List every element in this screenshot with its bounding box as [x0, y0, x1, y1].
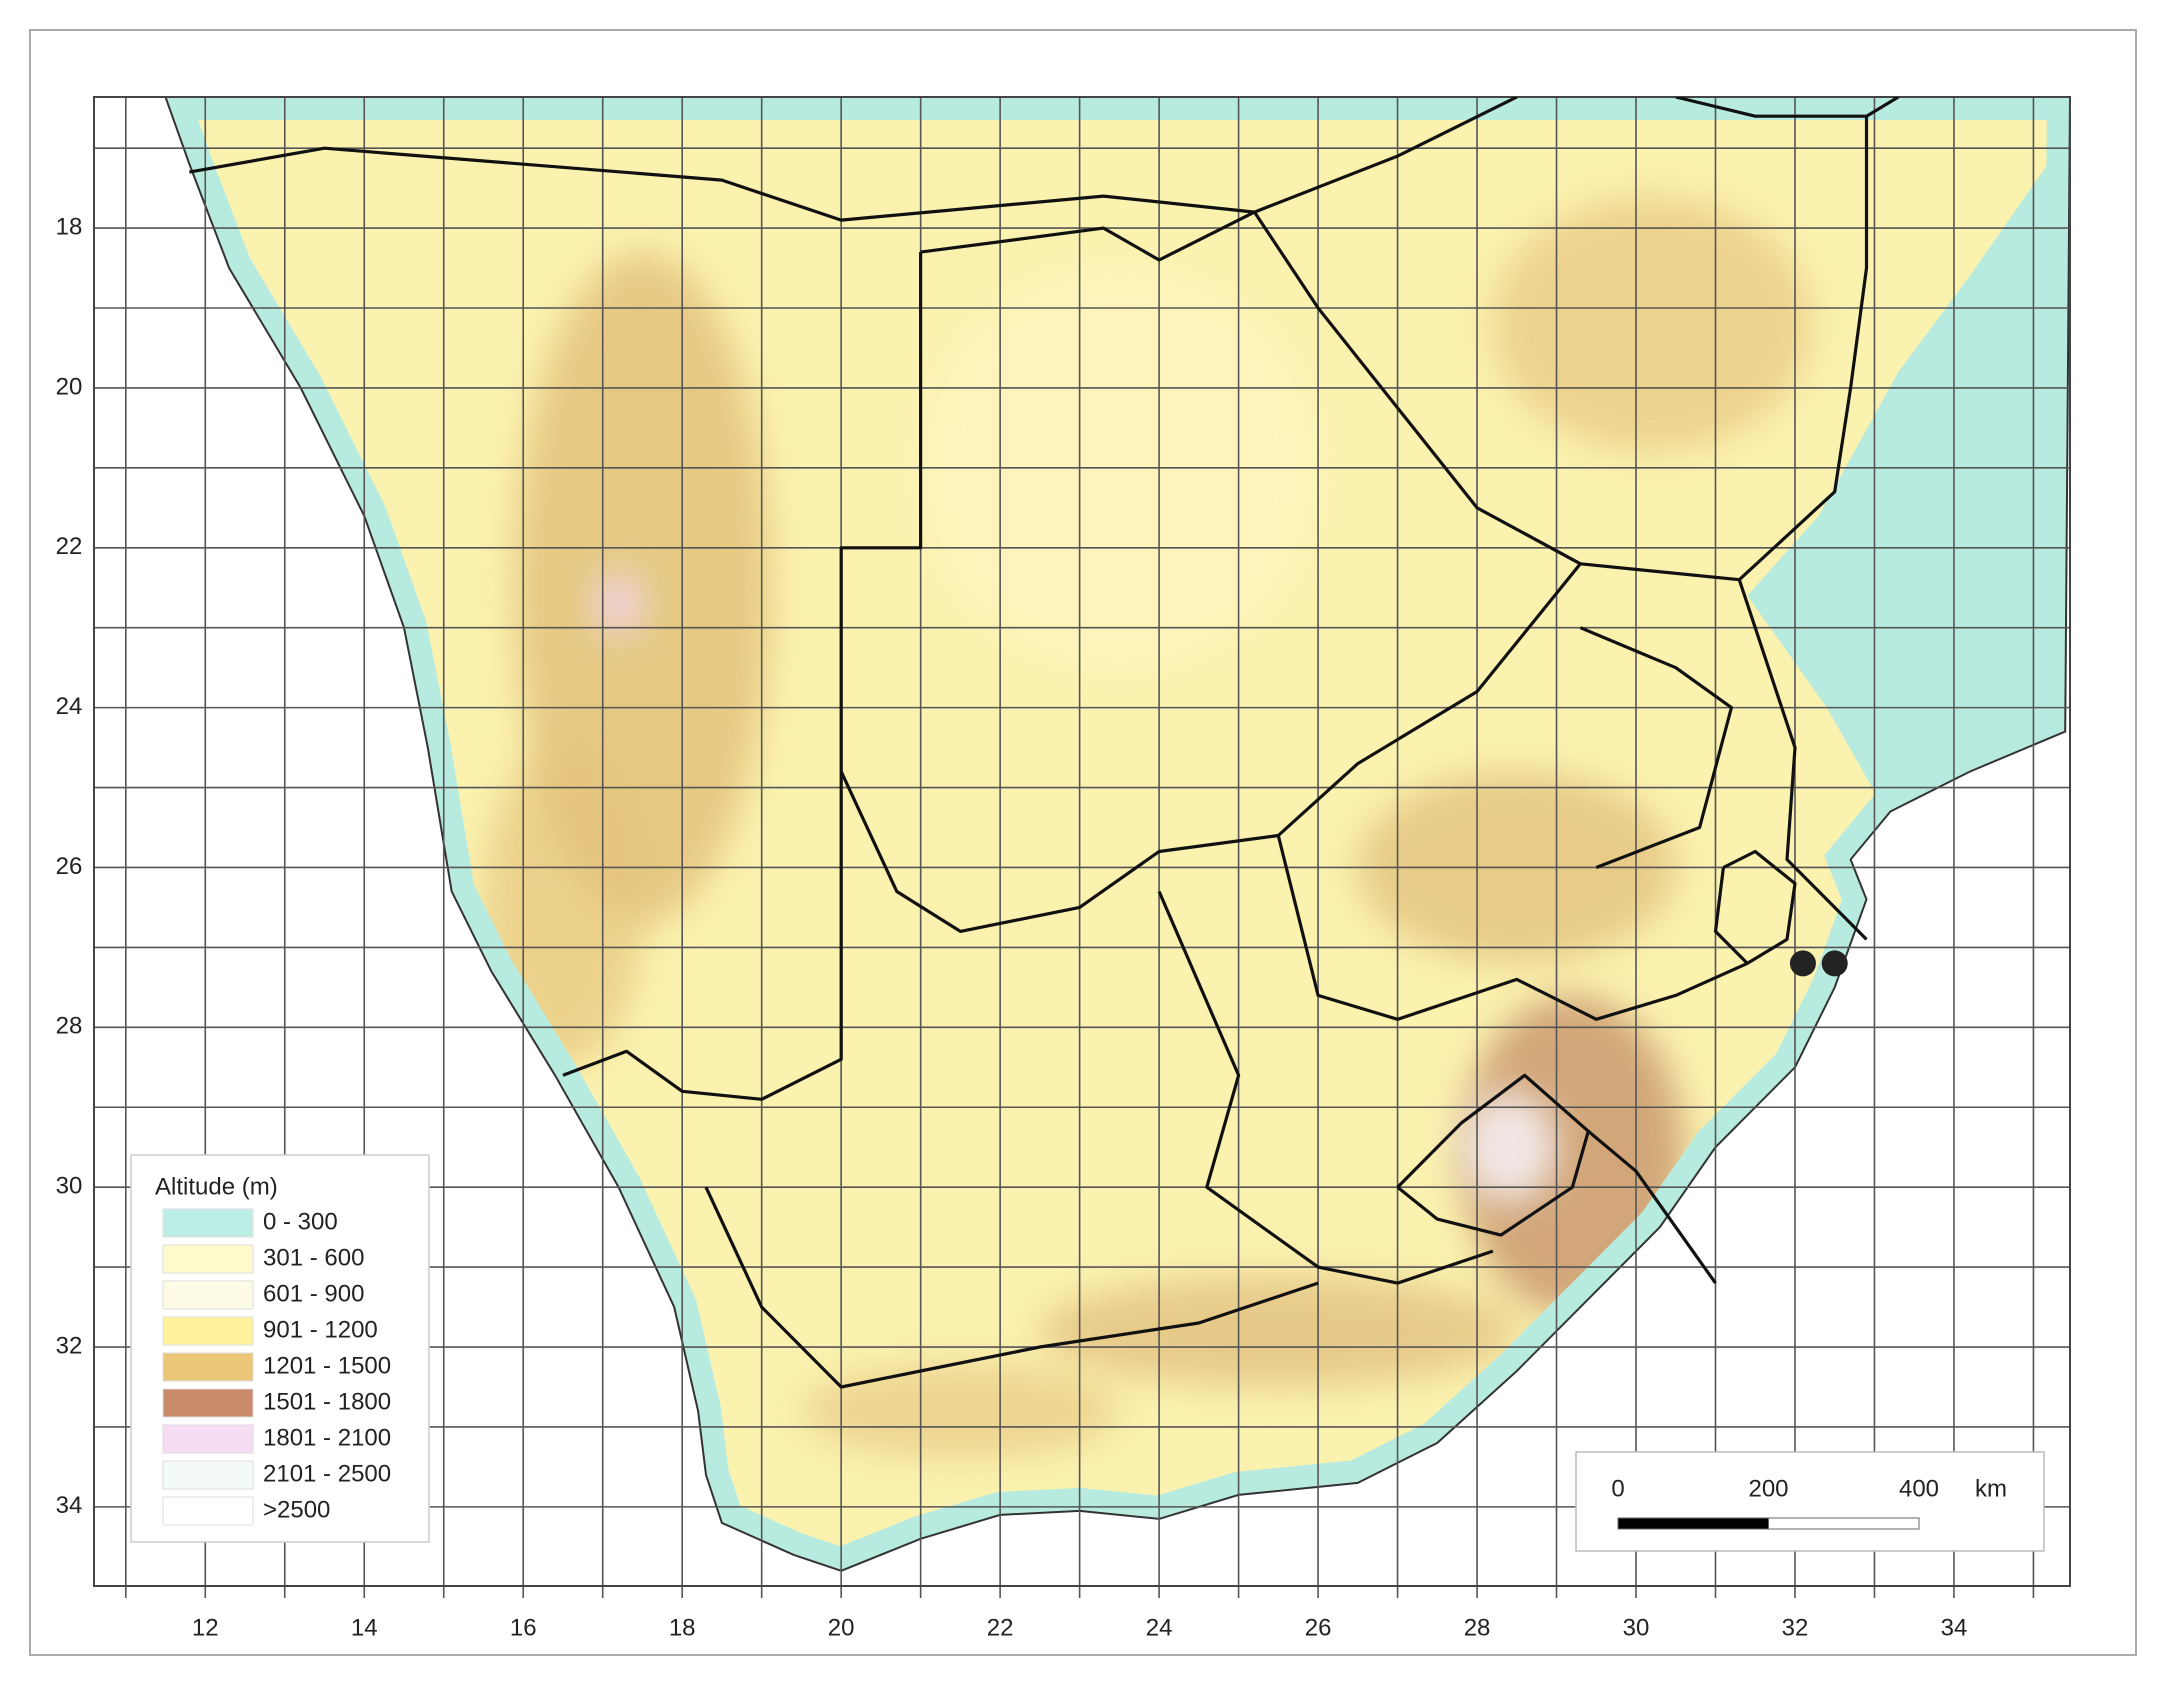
mozambique-plain [1747, 132, 2070, 820]
legend-label: 1501 - 1800 [263, 1388, 391, 1415]
relief-patch [1491, 195, 1812, 452]
border [1157, 890, 1494, 1285]
scale-bar: km 0 200 400 [1575, 1451, 2045, 1552]
border [1587, 1129, 1717, 1285]
y-tick-label: 34 [56, 1492, 83, 1519]
relief-patch [800, 1362, 1121, 1459]
border [839, 562, 1582, 933]
scale-box [1575, 1451, 2045, 1552]
y-tick-label: 20 [56, 373, 83, 400]
x-tick-label: 34 [1941, 1614, 1968, 1641]
scale-label: 0 [1611, 1475, 1624, 1502]
y-tick-label: 24 [56, 693, 83, 720]
border [189, 146, 1255, 222]
x-tick-label: 32 [1782, 1614, 1809, 1641]
graticule [93, 96, 2071, 1598]
legend-label: >2500 [263, 1496, 330, 1523]
scale-unit: km [1975, 1475, 2007, 1502]
x-tick-label: 16 [510, 1614, 537, 1641]
legend-label: 0 - 300 [263, 1208, 338, 1235]
scale-segment [1617, 1517, 1769, 1530]
legend-swatch [162, 1208, 254, 1238]
border [1737, 579, 1868, 941]
legend-swatch [162, 1424, 254, 1454]
relief-patch [482, 747, 643, 1068]
x-tick-label: 30 [1623, 1614, 1650, 1641]
y-tick-label: 26 [56, 853, 83, 880]
axis-labels: 12 14 16 18 20 22 24 26 28 30 32 34 18 20 22 24 26 28 30 32… [56, 213, 1968, 1641]
scale-label: 400 [1899, 1475, 1939, 1502]
x-tick-label: 22 [987, 1614, 1014, 1641]
x-tick-label: 14 [351, 1614, 378, 1641]
border [920, 210, 1256, 262]
terrain [164, 97, 2070, 1572]
border [1738, 116, 1869, 581]
legend-label: 601 - 900 [263, 1280, 364, 1307]
scale-label: 200 [1748, 1475, 1788, 1502]
border [1276, 835, 1748, 1021]
legend-label: 1801 - 2100 [263, 1424, 391, 1451]
border [562, 252, 923, 1101]
x-tick-label: 20 [828, 1614, 855, 1641]
x-tick-label: 26 [1305, 1614, 1332, 1641]
y-tick-label: 22 [56, 533, 83, 560]
border [1675, 97, 1900, 118]
legend-swatch [162, 1352, 254, 1382]
x-tick-label: 18 [669, 1614, 696, 1641]
outer-border [29, 29, 2137, 1656]
y-tick-label: 32 [56, 1332, 83, 1359]
marker [1821, 950, 1848, 977]
legend-swatch [162, 1460, 254, 1490]
border [1713, 849, 1797, 965]
legend-swatch [162, 1316, 254, 1346]
legend-label: 2101 - 2500 [263, 1460, 391, 1487]
y-tick-label: 30 [56, 1173, 83, 1200]
y-tick-label: 28 [56, 1013, 83, 1040]
border [704, 1186, 1319, 1389]
x-tick-label: 28 [1464, 1614, 1491, 1641]
border [1396, 1073, 1590, 1237]
map-frame [93, 96, 2071, 1587]
legend-label: 901 - 1200 [263, 1316, 378, 1343]
border [1253, 97, 1518, 214]
scale-segment [1768, 1517, 1920, 1530]
y-tick-label: 18 [56, 213, 83, 240]
x-tick-label: 24 [1146, 1614, 1173, 1641]
marker [1789, 950, 1816, 977]
legend-label: 1201 - 1500 [263, 1352, 391, 1379]
relief-patch [1038, 1275, 1519, 1388]
legend-swatch [162, 1244, 254, 1274]
legend-label: 301 - 600 [263, 1244, 364, 1271]
relief-patch [1460, 1091, 1557, 1204]
legend-swatch [162, 1496, 254, 1526]
legend: Altitude (m) 0 - 300 301 - 600 601 - 900 90… [130, 1154, 430, 1543]
legend-title: Altitude (m) [155, 1173, 278, 1200]
legend-swatch [162, 1280, 254, 1310]
borders [189, 97, 1900, 1389]
legend-swatch [162, 1388, 254, 1418]
relief-patch [594, 571, 643, 636]
x-tick-label: 12 [192, 1614, 219, 1641]
border [1253, 211, 1740, 582]
border [1579, 626, 1733, 869]
